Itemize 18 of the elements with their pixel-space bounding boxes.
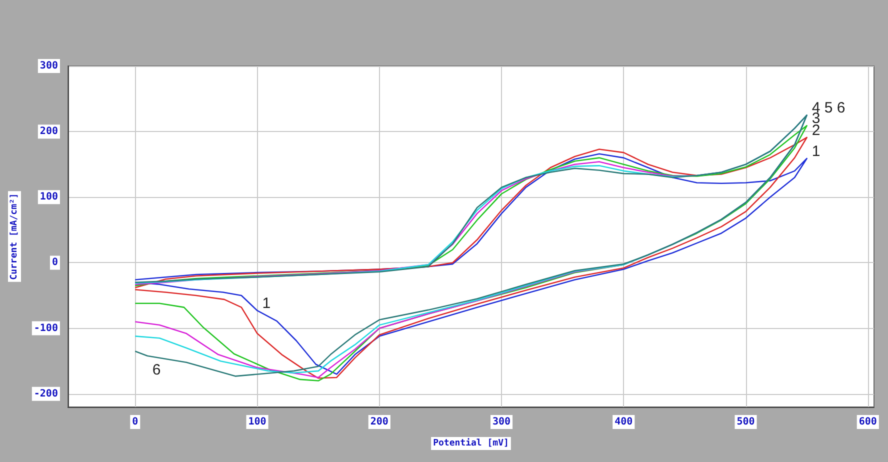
y-tick-label: 200 xyxy=(40,126,58,138)
x-tick-label: 400 xyxy=(614,416,633,428)
x-axis-title: Potential [mV] xyxy=(433,438,509,448)
y-tick-label: -200 xyxy=(34,388,58,400)
x-tick-label: 500 xyxy=(736,416,755,428)
x-tick-label: 300 xyxy=(492,416,511,428)
x-tick-label: 600 xyxy=(858,416,877,428)
x-tick-label: 100 xyxy=(248,416,266,428)
y-axis-title: Current [mA/cm²] xyxy=(10,193,20,280)
annotation: 1 xyxy=(812,142,820,160)
annotation: 6 xyxy=(152,361,161,378)
x-tick-label: 200 xyxy=(370,416,388,428)
y-tick-label: 0 xyxy=(52,257,58,268)
annotation: 1 xyxy=(262,295,271,312)
y-tick-label: 100 xyxy=(40,192,58,203)
y-tick-label: -100 xyxy=(34,322,58,334)
x-tick-label: 0 xyxy=(132,416,138,428)
y-tick-label: 300 xyxy=(40,60,58,72)
